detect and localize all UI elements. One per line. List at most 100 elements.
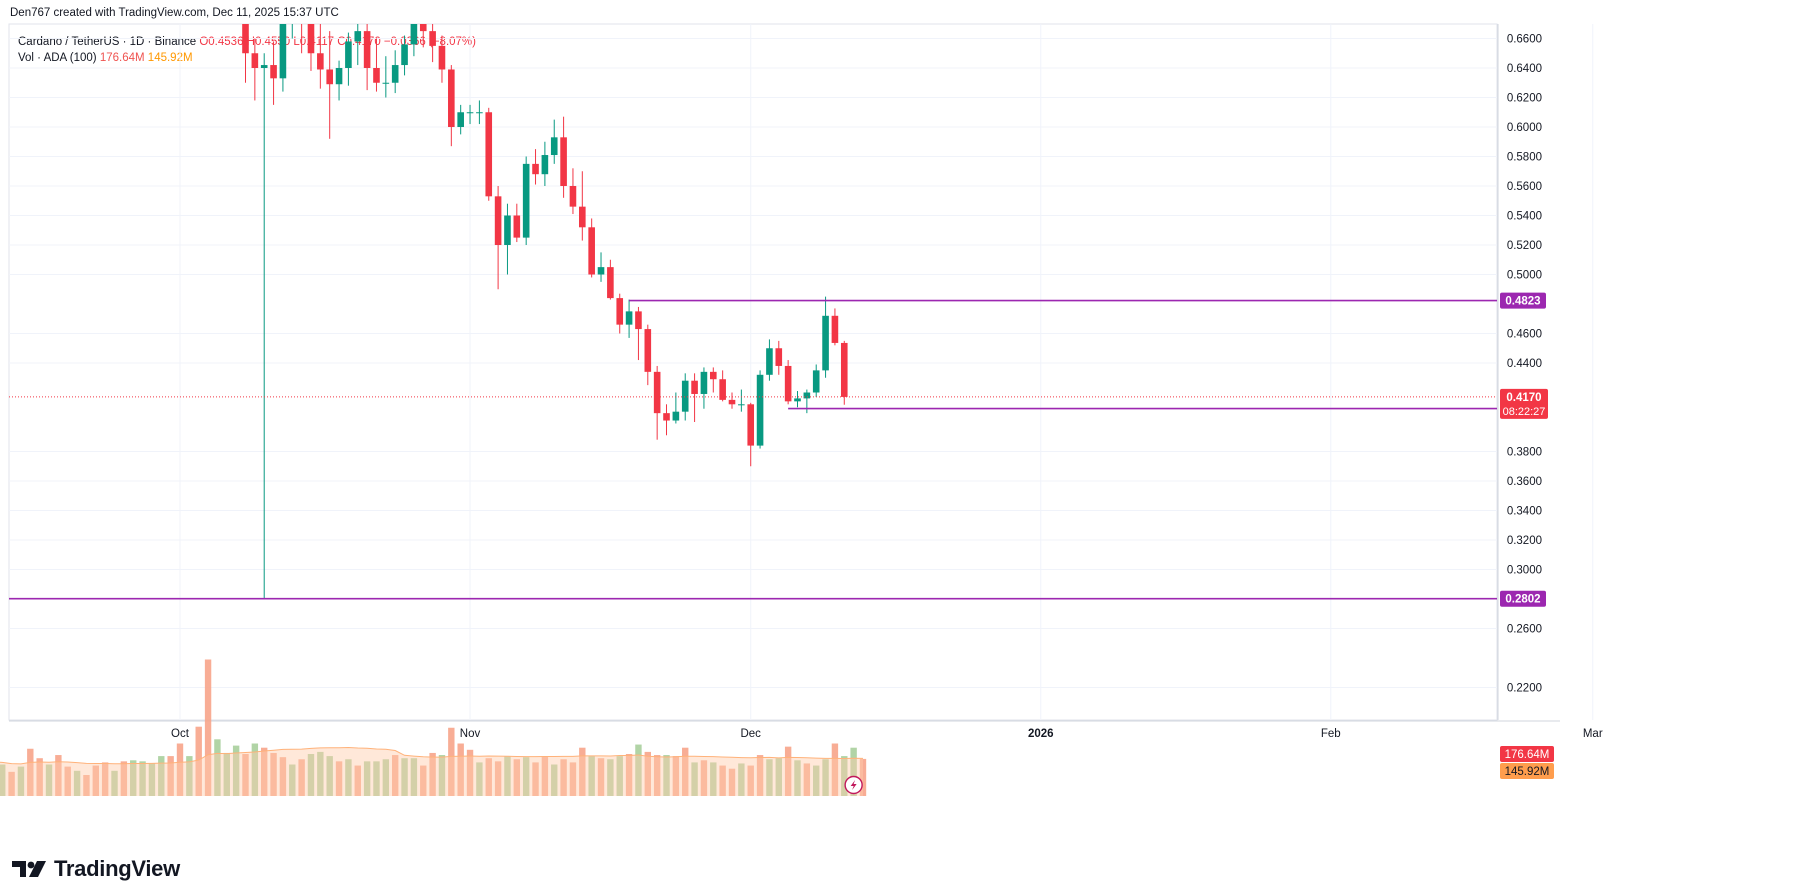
volume-bar — [251, 743, 259, 796]
candle-body — [588, 227, 595, 275]
volume-bar — [710, 762, 717, 796]
y-tick-label: 0.2200 — [1507, 683, 1542, 695]
volume-bar — [494, 761, 502, 796]
candle-body — [429, 31, 436, 46]
candle-body — [504, 215, 511, 245]
tradingview-logo-icon — [12, 861, 46, 877]
candle-body — [494, 196, 502, 245]
volume-label[interactable]: Vol · ADA (100) — [18, 52, 97, 64]
volume-bar — [719, 765, 726, 796]
candle-body — [438, 45, 446, 70]
volume-bar — [176, 743, 184, 796]
candle-body — [354, 31, 362, 42]
volume-bar — [625, 754, 633, 796]
volume-bar — [672, 756, 680, 796]
candle-body — [550, 137, 558, 156]
volume-bar — [8, 771, 15, 796]
candle-body — [317, 53, 324, 70]
candle-body — [653, 371, 661, 414]
volume-bar — [532, 762, 539, 796]
volume-bar — [298, 759, 305, 796]
volume-bar — [354, 765, 361, 796]
candle-body — [579, 206, 586, 228]
volume-bar — [850, 747, 857, 796]
volume-bar — [335, 761, 343, 796]
countdown-label: 08:22:27 — [1503, 406, 1546, 418]
candle-body — [709, 371, 717, 380]
volume-bar — [691, 762, 698, 796]
candle-body — [410, 24, 418, 45]
x-tick-label: 2026 — [1028, 728, 1054, 740]
volume-bar — [223, 752, 230, 796]
candle-body — [401, 44, 408, 66]
y-tick-label: 0.5000 — [1507, 270, 1542, 282]
last-price-label: 0.4170 — [1506, 392, 1541, 404]
candle-body — [738, 404, 745, 406]
candle-body — [270, 65, 277, 79]
volume-bar — [831, 743, 839, 796]
level-price-label: 0.4823 — [1505, 296, 1540, 308]
volume-bar — [83, 775, 90, 796]
volume-bar — [261, 747, 268, 796]
volume-bar — [551, 764, 558, 796]
candle-body — [840, 342, 848, 397]
candle-body — [803, 392, 811, 399]
volume-bar — [120, 761, 128, 796]
volume-bar — [391, 755, 399, 796]
volume-value-tag — [1500, 746, 1554, 762]
y-tick-label: 0.4600 — [1507, 329, 1542, 341]
volume-bar — [775, 758, 782, 796]
candle-body — [513, 215, 521, 238]
level-price-tag — [1500, 590, 1546, 607]
candle-body — [822, 315, 829, 371]
volume-bar — [401, 758, 408, 796]
candle-body — [700, 371, 708, 394]
candle-body — [635, 311, 642, 330]
volume-bar — [457, 743, 464, 796]
volume-value: 176.64M — [99, 52, 145, 64]
volume-bar — [92, 765, 99, 796]
volume-bar — [214, 739, 221, 796]
volume-bar — [363, 761, 371, 796]
candle-body — [373, 68, 380, 83]
volume-bar — [55, 755, 62, 796]
volume-bar — [345, 759, 352, 796]
volume-bar — [597, 758, 605, 796]
volume-bar — [803, 763, 811, 796]
candle-body — [345, 41, 352, 68]
candle-body — [747, 404, 755, 446]
level-price-label: 0.2802 — [1505, 594, 1540, 606]
y-tick-label: 0.3800 — [1507, 447, 1542, 459]
level-price-tag — [1500, 292, 1546, 309]
volume-ma-line — [0, 746, 864, 765]
tradingview-logo[interactable]: TradingView — [12, 855, 180, 883]
last-price-tag — [1500, 388, 1548, 419]
x-tick-label: Mar — [1583, 728, 1603, 740]
volume-ma-label: 145.92M — [1505, 766, 1550, 778]
tradingview-brand: TradingView — [54, 856, 180, 881]
candle-body — [485, 112, 493, 197]
candle-body — [672, 411, 680, 421]
y-tick-label: 0.5600 — [1507, 181, 1542, 193]
volume-bar — [541, 756, 549, 796]
y-tick-label: 0.6400 — [1507, 63, 1542, 75]
candle-body — [260, 65, 268, 68]
volume-bar — [36, 758, 43, 796]
volume-bar — [588, 756, 595, 796]
volume-bar — [232, 745, 240, 796]
candle-body — [476, 112, 483, 114]
candle-body — [569, 186, 577, 207]
volume-bar — [270, 752, 277, 796]
volume-bar — [859, 758, 867, 796]
candle-body — [794, 398, 801, 402]
volume-bar — [569, 762, 577, 796]
volume-bar — [373, 761, 380, 796]
candle-body — [382, 82, 390, 84]
y-tick-label: 0.2600 — [1507, 624, 1542, 636]
candle-body — [419, 24, 427, 32]
volume-bar — [476, 762, 483, 796]
volume-bar — [410, 758, 418, 796]
y-tick-label: 0.4400 — [1507, 358, 1542, 370]
volume-bar — [448, 727, 455, 796]
